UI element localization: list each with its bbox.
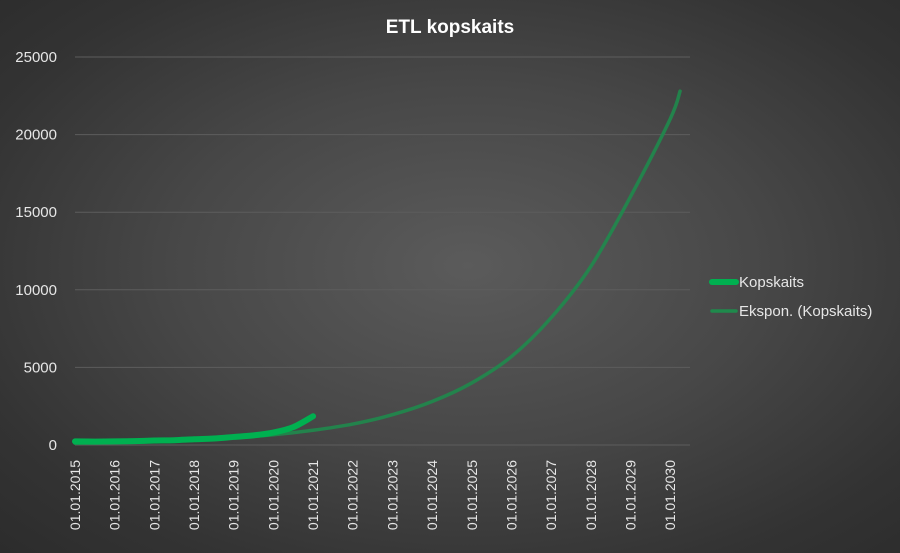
y-tick-label: 5000: [24, 359, 57, 376]
trendline-series: [73, 89, 682, 445]
x-tick-label: 01.01.2025: [464, 460, 480, 530]
x-tick-label: 01.01.2017: [146, 460, 162, 530]
x-tick-label: 01.01.2016: [107, 460, 123, 530]
y-tick-label: 15000: [15, 204, 57, 221]
grid-lines: [75, 56, 690, 446]
y-tick-label: 10000: [15, 282, 57, 299]
y-tick-label: 0: [49, 437, 57, 454]
x-tick-label: 01.01.2024: [424, 460, 440, 530]
y-tick-label: 25000: [15, 49, 57, 66]
x-tick-label: 01.01.2019: [226, 460, 242, 530]
x-tick-label: 01.01.2021: [305, 460, 321, 530]
x-tick-label: 01.01.2018: [186, 460, 202, 530]
y-axis: 0 5000 10000 15000 20000 25000: [15, 49, 57, 454]
x-tick-label: 01.01.2026: [503, 460, 519, 530]
x-tick-label: 01.01.2029: [622, 460, 638, 530]
y-tick-label: 20000: [15, 127, 57, 144]
legend-label: Ekspon. (Kopskaits): [739, 303, 872, 320]
legend-label: Kopskaits: [739, 274, 804, 291]
x-tick-label: 01.01.2028: [583, 460, 599, 530]
plot-area: [72, 89, 682, 445]
data-series-line: [72, 413, 317, 445]
chart-title: ETL kopskaits: [386, 17, 514, 38]
x-axis: 01.01.2015 01.01.2016 01.01.2017 01.01.2018…: [67, 460, 678, 530]
x-tick-label: 01.01.2027: [543, 460, 559, 530]
x-tick-label: 01.01.2023: [384, 460, 400, 530]
x-tick-label: 01.01.2015: [67, 460, 83, 530]
x-tick-label: 01.01.2020: [265, 460, 281, 530]
x-tick-label: 01.01.2022: [345, 460, 361, 530]
x-tick-label: 01.01.2030: [662, 460, 678, 530]
legend: Kopskaits Ekspon. (Kopskaits): [709, 274, 872, 320]
